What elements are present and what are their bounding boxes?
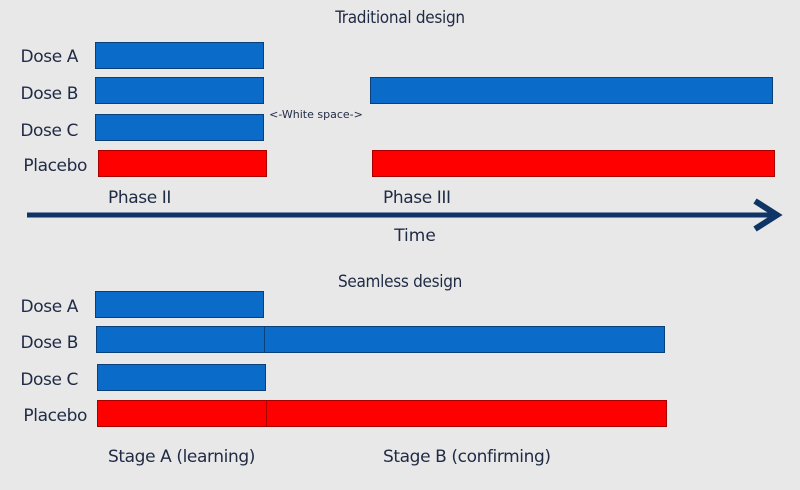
phase-3-label: Phase III bbox=[383, 188, 451, 208]
traditional-placebo-phase2-bar bbox=[98, 150, 267, 177]
traditional-dose-b-phase3-bar bbox=[370, 77, 773, 104]
white-space-note: <-White space-> bbox=[269, 108, 363, 121]
traditional-design-title: Traditional design bbox=[335, 8, 465, 28]
time-label: Time bbox=[394, 226, 436, 246]
seamless-row-label-placebo: Placebo bbox=[23, 406, 87, 426]
traditional-row-label-placebo: Placebo bbox=[23, 156, 87, 176]
time-arrow bbox=[27, 198, 783, 232]
seamless-dose-b-stage-b-bar bbox=[264, 326, 665, 353]
traditional-row-label-dose-a: Dose A bbox=[20, 47, 79, 67]
seamless-placebo-stage-a-bar bbox=[97, 400, 267, 427]
traditional-dose-a-phase2-bar bbox=[95, 42, 264, 69]
traditional-row-label-dose-b: Dose B bbox=[20, 84, 79, 104]
traditional-placebo-phase3-bar bbox=[372, 150, 775, 177]
seamless-row-label-dose-a: Dose A bbox=[20, 297, 79, 317]
stage-b-label: Stage B (confirming) bbox=[383, 447, 551, 467]
seamless-row-label-dose-c: Dose C bbox=[20, 370, 78, 390]
seamless-dose-c-stage-a-bar bbox=[97, 364, 266, 391]
seamless-dose-a-stage-a-bar bbox=[95, 291, 264, 318]
seamless-dose-b-stage-a-bar bbox=[96, 326, 265, 353]
seamless-design-title: Seamless design bbox=[337, 272, 463, 292]
traditional-dose-c-phase2-bar bbox=[95, 114, 264, 141]
time-arrow-head bbox=[753, 198, 783, 232]
phase-2-label: Phase II bbox=[108, 188, 171, 208]
traditional-row-label-dose-c: Dose C bbox=[20, 121, 78, 141]
traditional-dose-b-phase2-bar bbox=[95, 77, 264, 104]
seamless-row-label-dose-b: Dose B bbox=[20, 333, 79, 353]
seamless-placebo-stage-b-bar bbox=[266, 400, 667, 427]
stage-a-label: Stage A (learning) bbox=[108, 447, 255, 467]
